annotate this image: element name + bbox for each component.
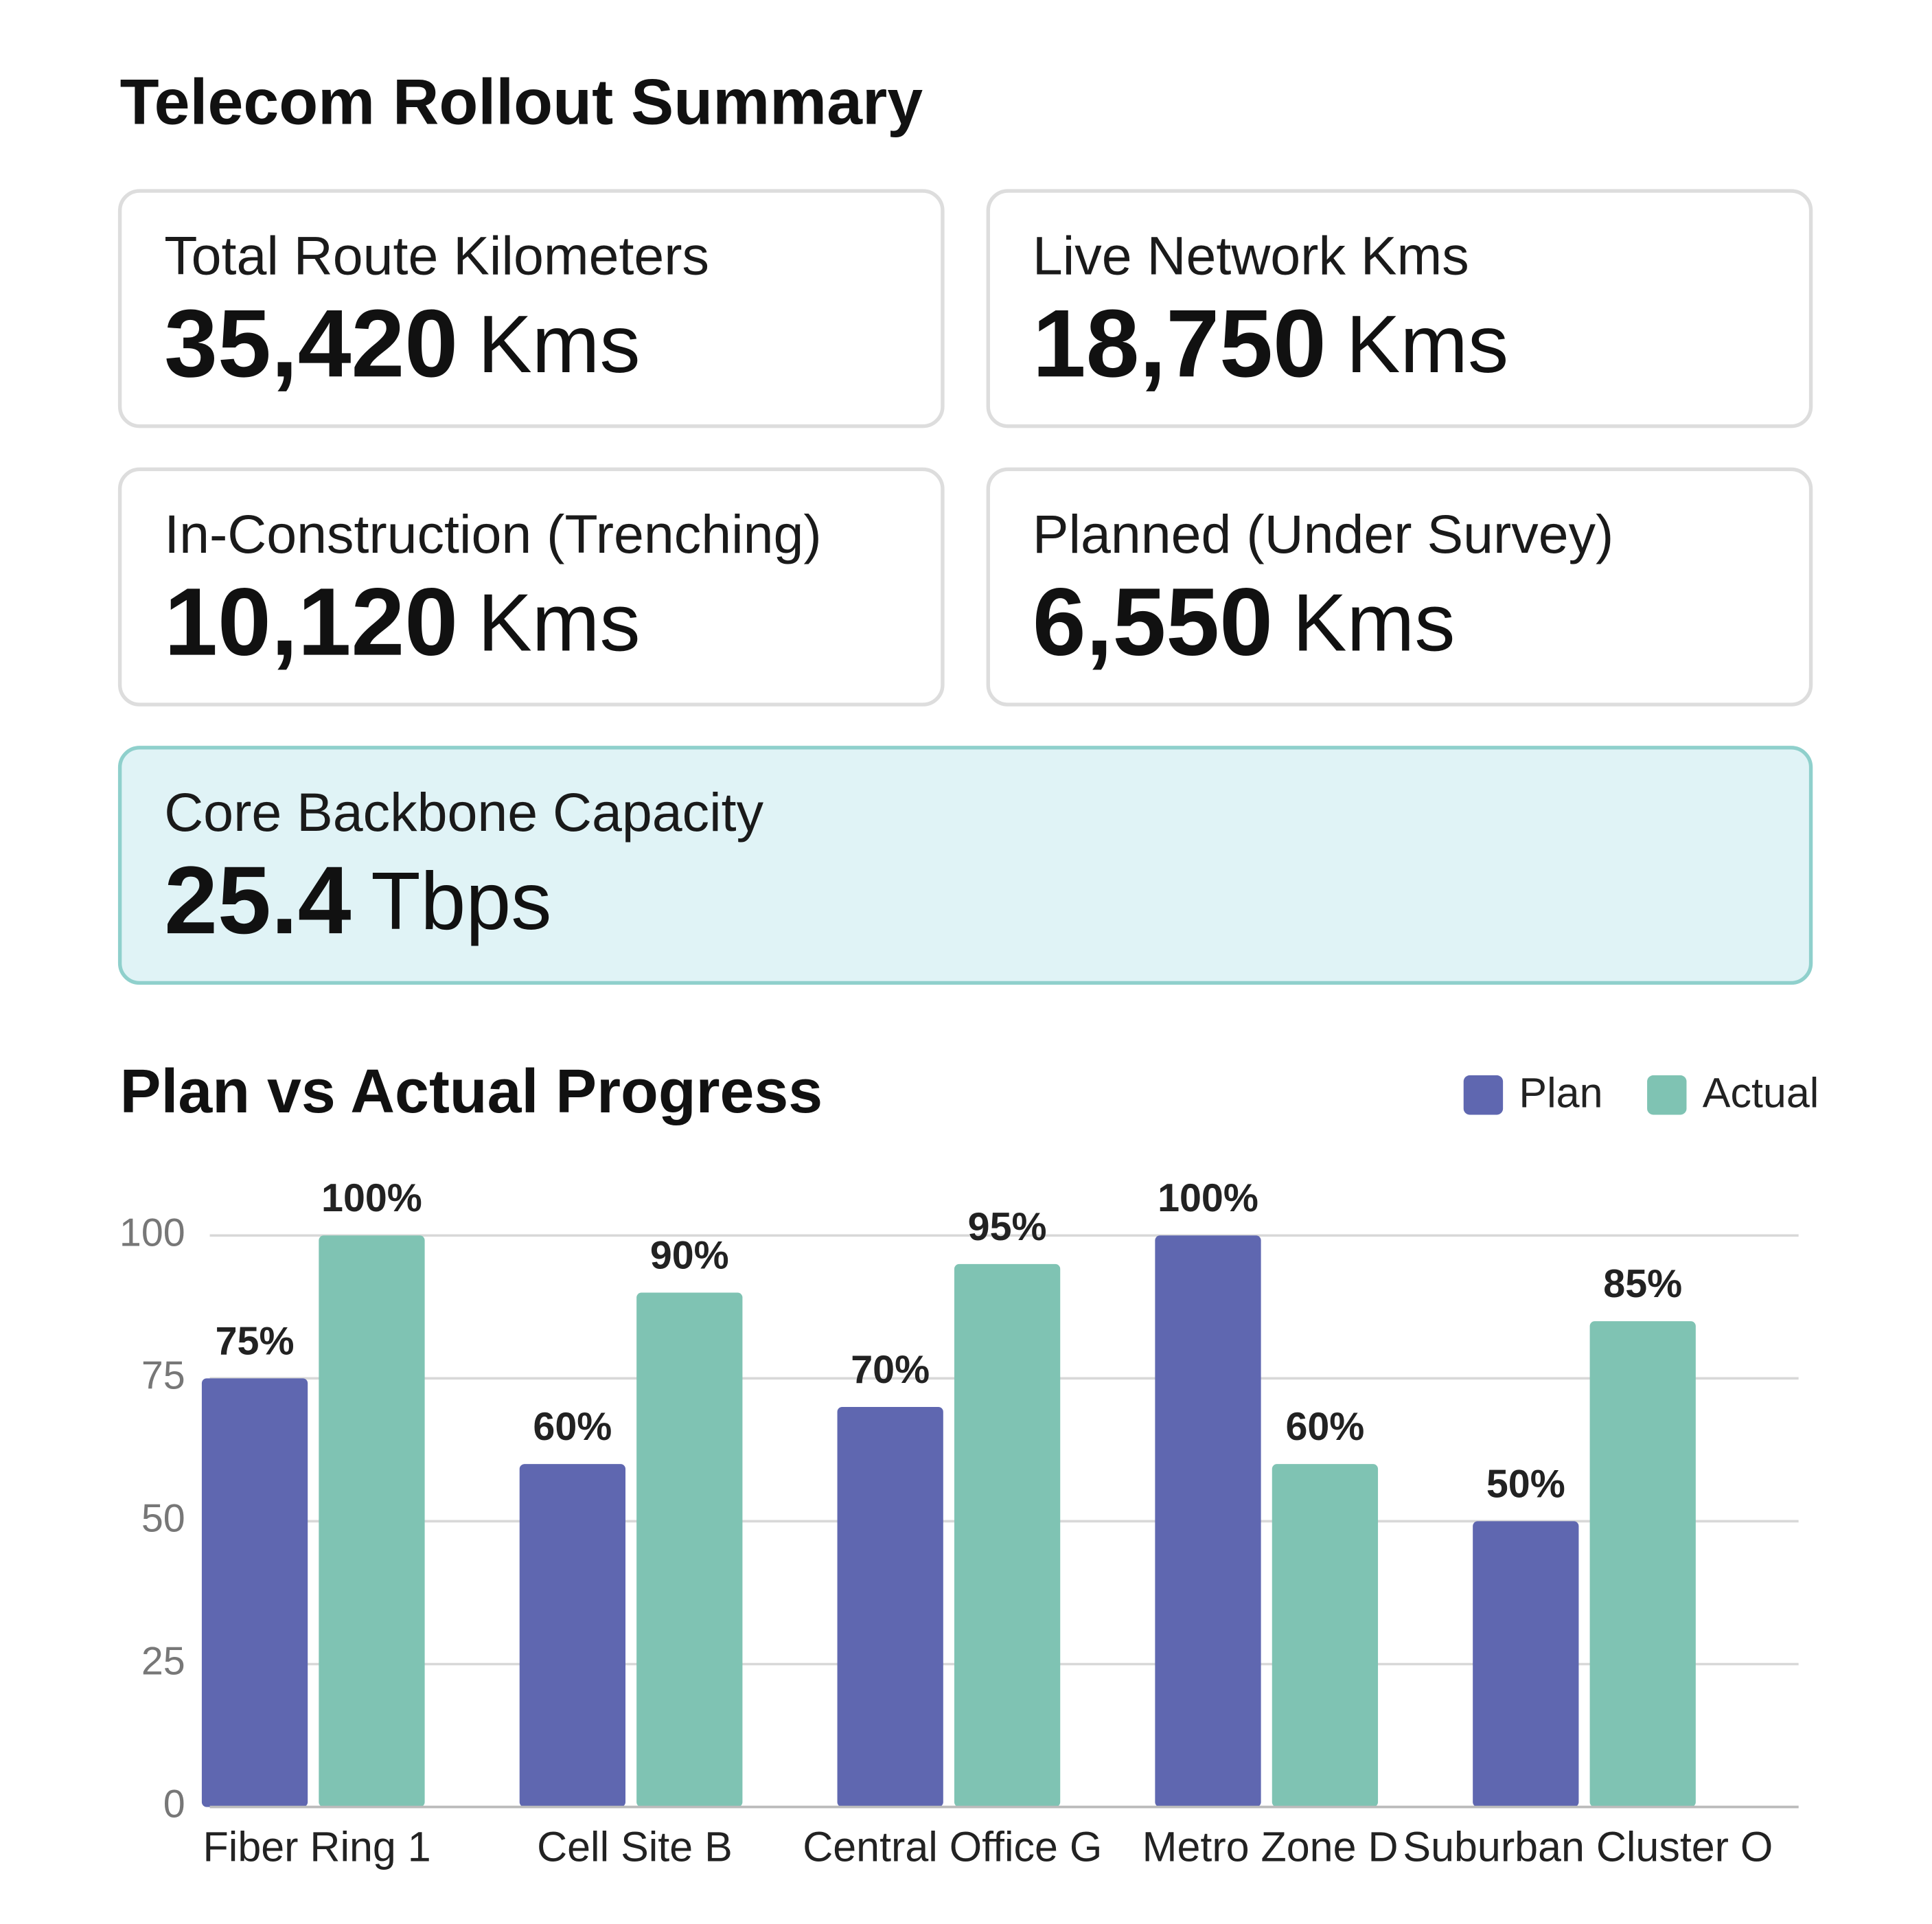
kpi-card (117, 746, 1813, 985)
x-tick-label: Metro Zone D (1142, 1823, 1399, 1870)
bar (1589, 1321, 1696, 1807)
kpi-number: 18,750 (1033, 289, 1326, 397)
kpi-value: 10,120 Kms (164, 568, 640, 676)
bar (954, 1263, 1061, 1807)
kpi-value: 35,420 Kms (164, 289, 640, 397)
bar (319, 1235, 425, 1807)
x-tick-label: Fiber Ring 1 (203, 1823, 431, 1870)
bar (1272, 1464, 1379, 1807)
legend-swatch (1647, 1075, 1687, 1115)
kpi-label: Total Route Kilometers (164, 225, 709, 286)
kpi-unit: Kms (478, 578, 641, 669)
x-tick-label: Central Office G (803, 1823, 1102, 1870)
kpi-label: Planned (Under Survey) (1033, 504, 1613, 564)
bar (837, 1406, 943, 1807)
kpi-label: Live Network Kms (1033, 225, 1469, 286)
data-label: 100% (321, 1176, 422, 1220)
kpi-number: 35,420 (164, 289, 458, 397)
kpi-value: 6,550 Kms (1033, 568, 1456, 676)
y-tick-label: 50 (141, 1497, 185, 1541)
kpi-value: 25.4 Tbps (164, 846, 551, 954)
bar (201, 1378, 308, 1807)
chart-title: Plan vs Actual Progress (120, 1057, 823, 1126)
data-label: 60% (533, 1405, 612, 1449)
legend-swatch (1463, 1075, 1504, 1115)
data-label: 95% (968, 1205, 1047, 1249)
kpi-label: Core Backbone Capacity (164, 782, 763, 843)
kpi-card (986, 467, 1813, 707)
bar (636, 1292, 743, 1807)
kpi-card (117, 189, 945, 428)
bar (1155, 1235, 1261, 1807)
y-tick-label: 0 (163, 1783, 185, 1826)
kpi-card (117, 467, 945, 707)
kpi-number: 6,550 (1033, 568, 1273, 676)
data-label: 75% (216, 1319, 295, 1363)
kpi-value: 18,750 Kms (1033, 289, 1508, 397)
kpi-unit: Kms (478, 300, 641, 391)
kpi-number: 25.4 (164, 846, 351, 954)
y-tick-label: 75 (141, 1353, 185, 1397)
legend-label: Actual (1703, 1070, 1819, 1116)
kpi-label: In-Construction (Trenching) (164, 504, 821, 564)
data-label: 70% (851, 1348, 930, 1392)
y-tick-label: 25 (141, 1640, 185, 1684)
data-label: 60% (1285, 1405, 1364, 1449)
x-tick-label: Suburban Cluster O (1403, 1823, 1773, 1870)
kpi-card (986, 189, 1813, 428)
page-title: Telecom Rollout Summary (120, 67, 923, 138)
kpi-unit: Tbps (371, 856, 551, 947)
data-label: 85% (1603, 1262, 1682, 1306)
kpi-unit: Kms (1346, 300, 1508, 391)
data-label: 90% (650, 1233, 729, 1277)
kpi-number: 10,120 (164, 568, 458, 676)
bar (519, 1464, 625, 1807)
bar (1473, 1521, 1579, 1807)
x-tick-label: Cell Site B (537, 1823, 733, 1870)
kpi-unit: Kms (1293, 578, 1456, 669)
y-tick-label: 100 (119, 1211, 185, 1255)
legend-label: Plan (1519, 1070, 1602, 1116)
data-label: 50% (1486, 1462, 1565, 1506)
data-label: 100% (1158, 1176, 1258, 1220)
